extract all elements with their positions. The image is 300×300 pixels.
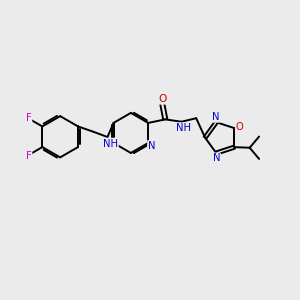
Text: N: N <box>212 153 220 163</box>
Text: F: F <box>26 113 32 123</box>
Text: N: N <box>212 112 219 122</box>
Text: NH: NH <box>176 123 191 133</box>
Text: N: N <box>148 141 155 151</box>
Text: O: O <box>236 122 244 132</box>
Text: F: F <box>26 151 32 160</box>
Text: NH: NH <box>103 139 118 148</box>
Text: O: O <box>158 94 166 104</box>
